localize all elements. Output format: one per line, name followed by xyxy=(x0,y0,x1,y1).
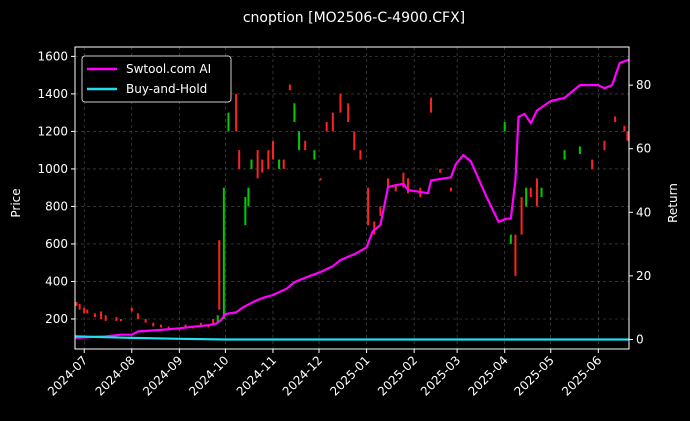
legend-label-buyhold: Buy-and-Hold xyxy=(126,82,207,96)
price-candle xyxy=(93,313,96,318)
price-candle xyxy=(115,317,118,321)
price-candle xyxy=(244,197,247,226)
price-candle xyxy=(623,125,626,132)
price-candle xyxy=(373,221,376,235)
price-candle xyxy=(222,187,225,319)
price-candle xyxy=(130,307,133,312)
price-candle xyxy=(298,131,301,151)
price-candle xyxy=(359,150,362,160)
y-right-tick-label: 60 xyxy=(636,142,651,156)
y-left-tick-label: 800 xyxy=(45,199,68,213)
price-candle xyxy=(120,318,123,321)
price-candle xyxy=(86,309,89,314)
price-candle xyxy=(525,187,528,207)
price-candle xyxy=(218,240,221,310)
legend: Swtool.com AI Buy-and-Hold xyxy=(81,55,232,103)
price-candle xyxy=(282,159,285,169)
plot-frame xyxy=(74,46,630,350)
price-candle xyxy=(152,322,155,327)
price-candle xyxy=(288,84,291,91)
price-candle xyxy=(159,324,162,328)
price-candle xyxy=(250,159,253,169)
price-candle xyxy=(216,315,219,323)
y-right-axis-label: Return xyxy=(666,183,680,223)
price-candle xyxy=(578,146,581,154)
price-candle xyxy=(379,206,382,216)
y-left-tick-label: 200 xyxy=(45,312,68,326)
price-candle xyxy=(261,159,264,173)
price-candle xyxy=(136,313,139,319)
price-candle xyxy=(100,311,103,319)
price-candle xyxy=(331,112,334,132)
strategy-return-line xyxy=(74,58,630,339)
price-candle xyxy=(347,103,350,123)
y-left-tick-label: 1200 xyxy=(37,124,68,138)
price-candle xyxy=(394,183,397,192)
price-candle xyxy=(591,159,594,169)
y-right-tick-label: 20 xyxy=(636,269,651,283)
price-candle xyxy=(247,187,250,207)
price-candle xyxy=(540,187,543,198)
price-candle xyxy=(614,116,617,123)
price-candle xyxy=(267,150,270,169)
price-candle xyxy=(293,103,296,123)
price-candle xyxy=(514,234,517,276)
price-candle xyxy=(199,322,202,327)
buyhold-return-line xyxy=(74,335,629,341)
price-candle xyxy=(449,187,452,192)
price-candle xyxy=(319,178,322,181)
price-candle xyxy=(563,150,566,160)
price-candle xyxy=(238,150,241,169)
y-right-tick-label: 0 xyxy=(636,332,644,346)
y-left-tick-label: 600 xyxy=(45,237,68,251)
price-candle xyxy=(104,315,107,321)
legend-box xyxy=(81,55,232,103)
y-right-tick-label: 80 xyxy=(636,78,651,92)
y-left-tick-label: 1000 xyxy=(37,162,68,176)
price-candle xyxy=(83,307,86,314)
price-candle xyxy=(144,318,147,323)
price-candle xyxy=(520,197,523,235)
price-candle xyxy=(75,302,78,306)
y-left-tick-label: 400 xyxy=(45,274,68,288)
price-candle xyxy=(535,178,538,207)
y-right-axis-ticks: 0 20 40 60 80 xyxy=(629,78,651,346)
price-candle xyxy=(509,234,512,244)
legend-label-strategy: Swtool.com AI xyxy=(126,62,211,76)
y-left-tick-label: 1400 xyxy=(37,87,68,101)
price-candle xyxy=(235,93,238,132)
return-lines xyxy=(74,58,630,341)
price-candle xyxy=(353,131,356,151)
price-candle xyxy=(78,303,81,310)
price-candle xyxy=(167,326,170,329)
price-candle xyxy=(256,150,259,179)
price-candle xyxy=(529,187,532,198)
price-candle xyxy=(227,112,230,132)
price-candle xyxy=(439,168,442,173)
price-candle xyxy=(325,122,328,132)
price-candle xyxy=(402,172,405,188)
y-left-tick-label: 1600 xyxy=(37,49,68,63)
price-candle xyxy=(212,318,215,325)
price-candle xyxy=(304,140,307,151)
price-candle xyxy=(407,178,410,194)
price-candle xyxy=(503,122,506,132)
price-candle xyxy=(603,140,606,151)
price-candle xyxy=(339,93,342,113)
chart-title: cnoption [MO2506-C-4900.CFX] xyxy=(243,10,465,26)
price-candle xyxy=(430,97,433,113)
y-right-tick-label: 40 xyxy=(636,205,651,219)
price-candle xyxy=(313,150,316,160)
price-candle xyxy=(367,187,370,226)
price-candle xyxy=(626,131,629,141)
price-candle xyxy=(387,178,390,188)
y-left-axis-label: Price xyxy=(9,188,23,217)
price-candle xyxy=(271,140,274,160)
price-candle xyxy=(278,159,281,169)
y-left-axis-ticks: 200 400 600 800 1000 1200 1400 1600 xyxy=(37,49,75,326)
